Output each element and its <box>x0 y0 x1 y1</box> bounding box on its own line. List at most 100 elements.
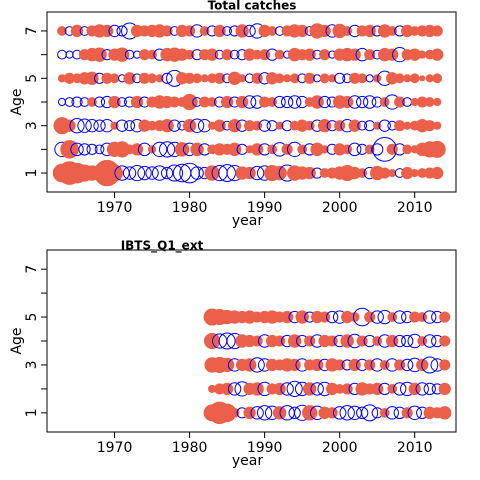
bubble <box>286 380 303 397</box>
bubble <box>288 406 301 419</box>
bubble <box>64 97 75 107</box>
bubble <box>280 95 294 109</box>
bubble <box>310 382 324 396</box>
bubble <box>394 73 405 84</box>
y-tick-label: 1 <box>24 408 40 417</box>
bubble <box>385 406 399 420</box>
bubble <box>401 334 414 348</box>
bubble <box>243 24 256 38</box>
bubble <box>432 73 443 84</box>
bubble <box>115 119 129 132</box>
bubble <box>221 49 233 61</box>
bubble <box>407 405 422 421</box>
bubble <box>425 74 434 83</box>
bubble <box>280 382 294 396</box>
bubble <box>57 49 67 60</box>
bubble <box>401 358 414 372</box>
bubble <box>283 74 292 83</box>
bubble <box>431 25 443 37</box>
bubble <box>199 26 210 36</box>
x-tick-label: 1990 <box>247 200 283 216</box>
bubble <box>70 24 84 38</box>
bubble <box>258 119 271 132</box>
x-tick-label: 1970 <box>97 200 133 216</box>
bubble <box>403 121 412 130</box>
bubble <box>356 95 369 109</box>
bubble <box>326 407 338 419</box>
bubble <box>328 74 337 83</box>
x-tick-label: 2000 <box>322 200 358 216</box>
bubble <box>318 95 331 109</box>
bubble <box>370 310 384 324</box>
bubble <box>326 310 339 324</box>
bubble <box>403 74 412 83</box>
bubble <box>238 74 247 83</box>
chart-title: Total catches <box>208 0 297 13</box>
bubble <box>242 95 257 109</box>
bubble <box>181 93 198 111</box>
bubble <box>332 406 347 420</box>
bubble <box>168 119 181 132</box>
chart-title: IBTS_Q1_ext <box>121 239 204 254</box>
bubble <box>408 382 421 396</box>
bubble <box>342 144 353 155</box>
bubble <box>393 382 407 396</box>
bubble <box>235 95 249 109</box>
bubble <box>364 311 376 323</box>
bubble <box>378 119 391 132</box>
y-tick-label: 5 <box>24 74 40 83</box>
y-axis-label: Age <box>9 327 25 354</box>
y-tick-label: 7 <box>24 26 40 35</box>
bubble <box>361 404 379 422</box>
bubble <box>423 334 437 348</box>
bubble <box>295 24 309 38</box>
y-tick-label: 7 <box>24 265 40 274</box>
bubble <box>402 144 413 155</box>
bubble <box>243 166 256 180</box>
bubble <box>334 359 346 371</box>
bubble <box>372 336 383 346</box>
bubble <box>87 97 97 107</box>
x-tick-label: 1970 <box>97 440 133 456</box>
bubble <box>213 119 226 132</box>
bubble <box>364 49 376 61</box>
bubble <box>320 145 329 154</box>
bubble <box>340 334 354 348</box>
bubble <box>190 166 204 180</box>
bubble <box>387 26 398 36</box>
bubble <box>200 74 209 83</box>
bubble <box>415 382 429 396</box>
bubble <box>86 143 98 155</box>
bubble <box>275 121 284 130</box>
x-tick-label: 2010 <box>397 440 433 456</box>
bubble <box>123 72 136 85</box>
bubble <box>166 164 184 182</box>
bubble <box>431 48 444 61</box>
bubble <box>267 26 278 36</box>
x-tick-label: 2000 <box>322 440 358 456</box>
bubble <box>371 143 384 156</box>
bubble <box>108 95 121 109</box>
bubble <box>130 143 144 156</box>
bubble <box>431 166 444 180</box>
bubble <box>189 118 205 133</box>
bubble <box>93 119 106 132</box>
bubble <box>214 72 226 84</box>
bubble <box>222 26 232 36</box>
bubble <box>65 50 74 59</box>
bubble <box>318 24 331 38</box>
bubble <box>220 382 234 396</box>
bubble <box>439 311 451 323</box>
bubble <box>128 164 146 182</box>
bubble <box>273 382 286 396</box>
x-axis-label: year <box>232 213 263 229</box>
bubble <box>348 48 361 61</box>
bubble <box>108 24 121 38</box>
bubble <box>439 335 451 347</box>
bubble <box>155 74 164 83</box>
bubble <box>184 49 195 60</box>
bubble <box>365 74 374 83</box>
bubble <box>184 25 196 37</box>
bubble <box>123 120 136 132</box>
bubble <box>207 97 217 107</box>
